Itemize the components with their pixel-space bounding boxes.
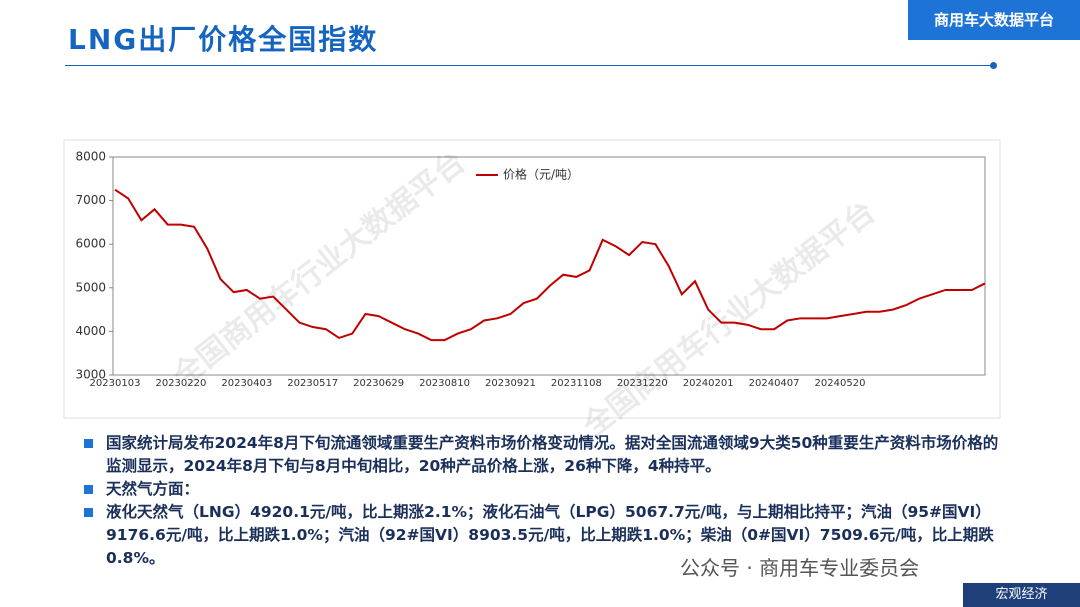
chart-frame [63,139,1001,419]
watermark: 全国商用车行业大数据平台 [576,195,882,445]
x-tick-label: 20230403 [221,378,272,389]
y-tick-label: 7000 [75,193,106,207]
account-overlay: 公众号 · 商用车专业委员会 [680,556,920,580]
plot-area [112,156,986,376]
x-tick-label: 20231220 [617,378,668,389]
x-tick-label: 20230103 [90,378,141,389]
y-tick-label: 6000 [75,237,106,251]
x-tick-label: 20240520 [815,378,866,389]
x-tick-label: 20230629 [353,378,404,389]
y-tick-label: 8000 [75,150,106,164]
rule-dot [990,62,997,69]
y-tick-label: 5000 [75,280,106,294]
title-rule [65,65,997,66]
brand-badge: 商用车大数据平台 [908,0,1080,40]
bullet-list: 国家统计局发布2024年8月下旬流通领域重要生产资料市场价格变动情况。据对全国流… [82,432,1007,570]
y-tick-label: 4000 [75,324,106,338]
data-line [114,188,986,342]
y-tick-label: 3000 [75,368,106,382]
x-tick-label: 20230921 [485,378,536,389]
x-tick-label: 20230810 [419,378,470,389]
bullet: 液化天然气（LNG）4920.1元/吨，比上期涨2.1%；液化石油气（LPG）5… [82,501,1007,570]
x-tick-label: 20240201 [683,378,734,389]
legend-label: 价格（元/吨） [503,167,579,182]
page-title: LNG出厂价格全国指数 [68,23,379,56]
section-tag: 宏观经济 [963,583,1080,607]
x-tick-label: 20240407 [749,378,800,389]
x-tick-label: 20230220 [155,378,206,389]
x-tick-label: 20231108 [551,378,602,389]
watermark: 全国商用车行业大数据平台 [166,145,472,395]
bullet: 天然气方面： [82,478,1007,501]
x-tick-label: 20230517 [287,378,338,389]
bullet: 国家统计局发布2024年8月下旬流通领域重要生产资料市场价格变动情况。据对全国流… [82,432,1007,478]
